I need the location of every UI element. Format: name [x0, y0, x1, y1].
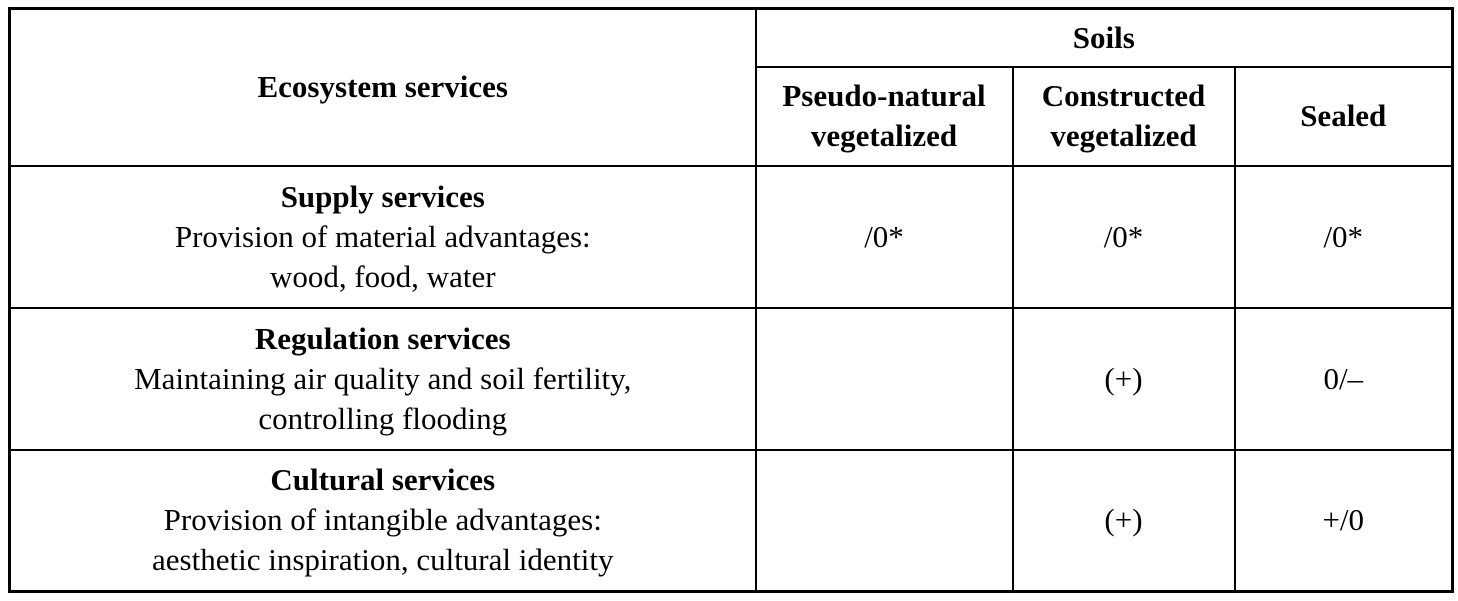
column-header-sealed: Sealed	[1233, 65, 1454, 167]
service-cell-regulation: Regulation services Maintaining air qual…	[8, 306, 757, 451]
service-description-line: Provision of material advantages:	[174, 218, 591, 254]
service-title: Supply services	[280, 178, 485, 214]
row-axis-header-cell: Ecosystem services	[8, 7, 757, 167]
column-header-constructed-vegetalized: Constructed vegetalized	[1011, 65, 1236, 167]
value-cell-regulation-sealed: 0/–	[1233, 306, 1454, 451]
value-cell-supply-pseudo-natural: /0*	[754, 164, 1014, 309]
value-cell-supply-constructed: /0*	[1011, 164, 1236, 309]
value-cell-regulation-constructed: (+)	[1011, 306, 1236, 451]
value-cell-cultural-constructed: (+)	[1011, 448, 1236, 593]
column-header-pseudo-natural-vegetalized: Pseudo-natural vegetalized	[754, 65, 1014, 167]
value-cell-cultural-sealed: +/0	[1233, 448, 1454, 593]
service-description-line: controlling flooding	[258, 400, 508, 436]
header-row-columns: Pseudo-natural vegetalized Constructed v…	[10, 65, 1454, 167]
service-description-line: wood, food, water	[269, 258, 496, 294]
service-title: Regulation services	[254, 320, 511, 356]
header-row-soils: Ecosystem services Soils	[8, 7, 1454, 167]
ecosystem-services-table: Ecosystem services Soils Pseudo-natural …	[8, 7, 1455, 593]
service-description-line: Maintaining air quality and soil fertili…	[134, 360, 632, 396]
service-description-line: aesthetic inspiration, cultural identity	[152, 542, 614, 578]
table-row-cultural-services: Cultural services Provision of intangibl…	[8, 448, 1454, 593]
value-cell-cultural-pseudo-natural	[754, 448, 1014, 593]
column-group-header-soils: Soils	[754, 7, 1454, 68]
value-cell-regulation-pseudo-natural	[754, 306, 1014, 451]
table-row-supply-services: Supply services Provision of material ad…	[8, 164, 1454, 309]
service-cell-cultural: Cultural services Provision of intangibl…	[8, 448, 757, 593]
value-cell-supply-sealed: /0*	[1233, 164, 1454, 309]
service-cell-supply: Supply services Provision of material ad…	[8, 164, 757, 309]
table-row-regulation-services: Regulation services Maintaining air qual…	[8, 306, 1454, 451]
service-description-line: Provision of intangible advantages:	[163, 502, 602, 538]
service-title: Cultural services	[270, 462, 496, 498]
